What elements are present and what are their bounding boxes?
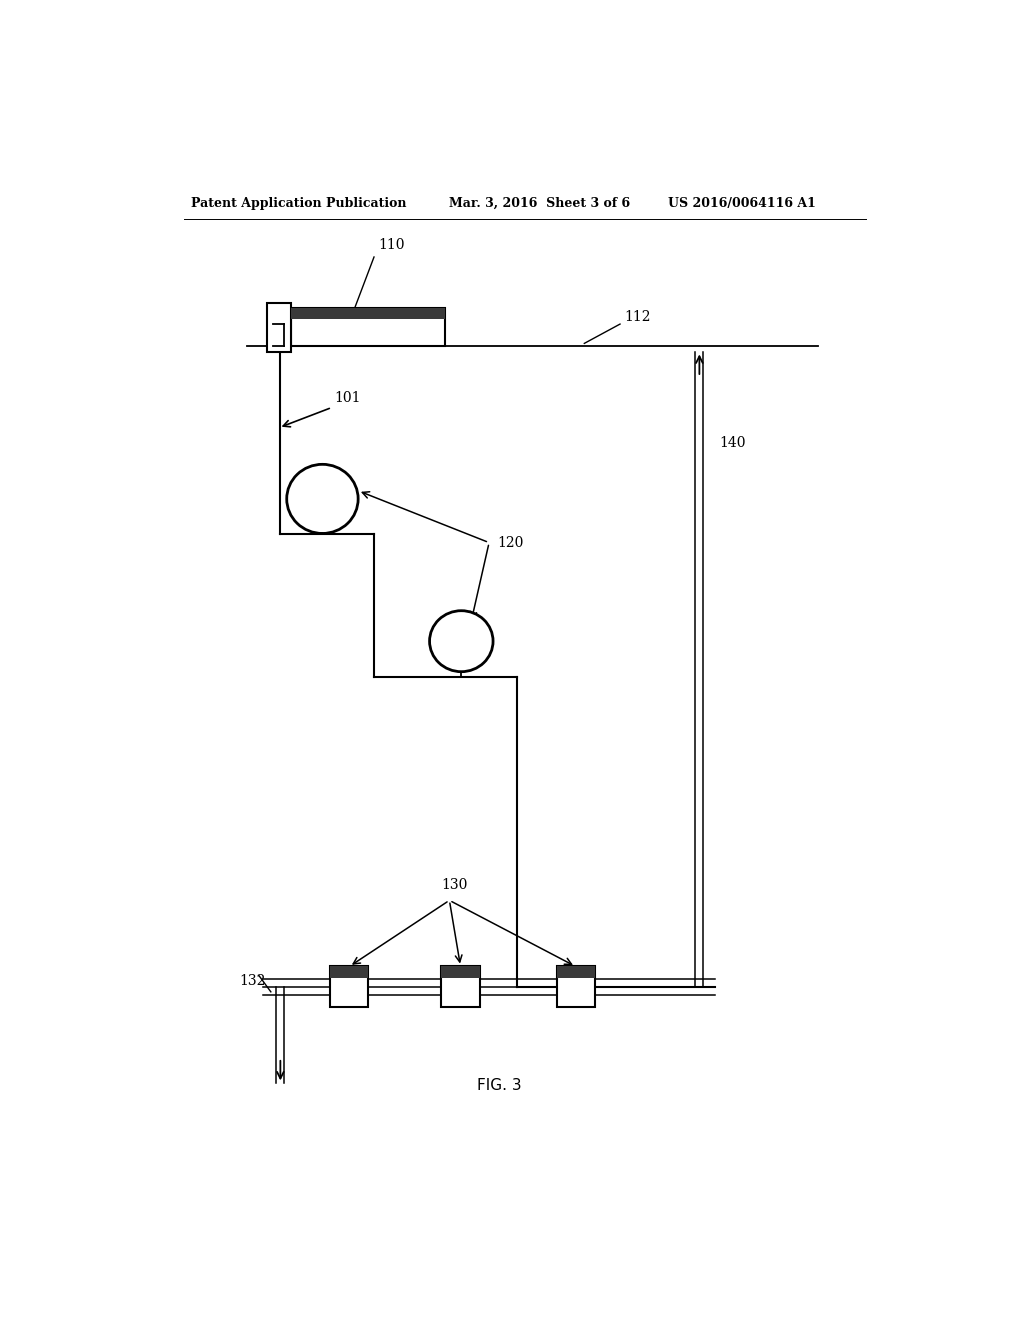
Text: 132: 132 bbox=[240, 974, 265, 987]
Bar bbox=[557, 966, 595, 978]
Ellipse shape bbox=[430, 611, 494, 672]
Text: 110: 110 bbox=[378, 238, 404, 252]
Bar bbox=[267, 302, 291, 351]
Text: 140: 140 bbox=[719, 436, 745, 450]
Text: FIG. 3: FIG. 3 bbox=[477, 1078, 522, 1093]
Bar bbox=[441, 966, 479, 1007]
Bar bbox=[441, 966, 479, 978]
Text: 120: 120 bbox=[497, 536, 523, 549]
Bar bbox=[273, 325, 285, 346]
Text: 112: 112 bbox=[624, 310, 650, 325]
Text: US 2016/0064116 A1: US 2016/0064116 A1 bbox=[668, 197, 815, 210]
Text: 101: 101 bbox=[334, 392, 360, 405]
Text: 130: 130 bbox=[441, 878, 468, 892]
Bar bbox=[291, 308, 445, 318]
Bar bbox=[557, 966, 595, 1007]
Text: Mar. 3, 2016  Sheet 3 of 6: Mar. 3, 2016 Sheet 3 of 6 bbox=[450, 197, 631, 210]
Bar bbox=[291, 308, 445, 346]
Ellipse shape bbox=[287, 465, 358, 533]
Bar bbox=[331, 966, 369, 1007]
Text: Patent Application Publication: Patent Application Publication bbox=[191, 197, 407, 210]
Bar bbox=[331, 966, 369, 978]
